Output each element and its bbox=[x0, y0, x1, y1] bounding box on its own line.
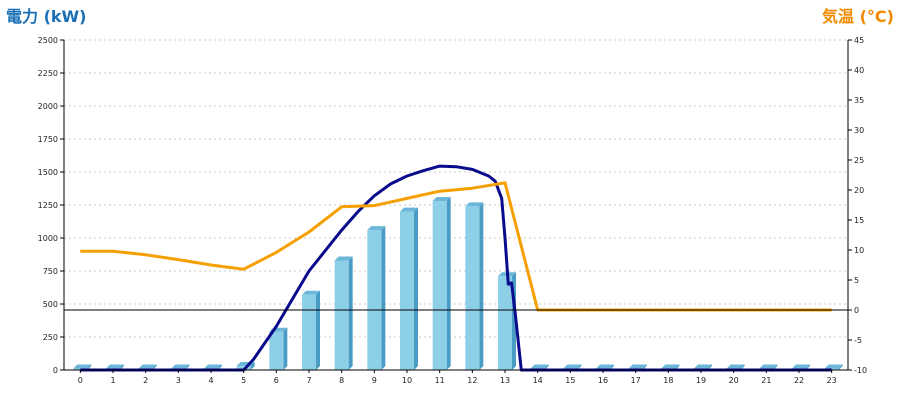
left-axis-title: 電力 (kW) bbox=[6, 7, 87, 26]
x-tick-label: 22 bbox=[794, 376, 804, 385]
right-tick-label: 35 bbox=[854, 96, 864, 105]
left-tick-label: 1250 bbox=[38, 201, 58, 210]
x-tick-label: 16 bbox=[598, 376, 608, 385]
x-tick-label: 7 bbox=[306, 376, 311, 385]
right-tick-label: 20 bbox=[854, 186, 864, 195]
right-tick-label: 30 bbox=[854, 126, 864, 135]
left-tick-label: 750 bbox=[43, 267, 58, 276]
right-tick-label: 10 bbox=[854, 246, 864, 255]
right-tick-label: -10 bbox=[854, 366, 867, 375]
bar-12 bbox=[465, 202, 484, 370]
bar-8 bbox=[334, 256, 353, 370]
x-tick-label: 18 bbox=[663, 376, 673, 385]
x-tick-label: 17 bbox=[631, 376, 641, 385]
x-tick-label: 19 bbox=[696, 376, 706, 385]
x-tick-label: 13 bbox=[500, 376, 510, 385]
left-tick-label: 250 bbox=[43, 333, 58, 342]
x-tick-label: 8 bbox=[339, 376, 344, 385]
right-tick-label: 15 bbox=[854, 216, 864, 225]
x-tick-label: 6 bbox=[274, 376, 279, 385]
right-tick-label: 45 bbox=[854, 36, 864, 45]
x-tick-label: 10 bbox=[402, 376, 412, 385]
x-tick-label: 0 bbox=[78, 376, 83, 385]
right-axis-title: 気温 (°C) bbox=[822, 7, 894, 26]
right-tick-label: 25 bbox=[854, 156, 864, 165]
left-tick-label: 2000 bbox=[38, 102, 58, 111]
bar-11 bbox=[432, 197, 451, 370]
x-tick-label: 23 bbox=[827, 376, 837, 385]
left-tick-label: 2250 bbox=[38, 69, 58, 78]
temperature-line bbox=[80, 181, 832, 312]
x-tick-label: 1 bbox=[110, 376, 115, 385]
bar-10 bbox=[400, 207, 418, 370]
x-tick-label: 20 bbox=[729, 376, 739, 385]
x-tick-label: 5 bbox=[241, 376, 246, 385]
right-tick-label: 0 bbox=[854, 306, 859, 315]
bar-6 bbox=[269, 327, 288, 370]
right-tick-label: 5 bbox=[854, 276, 859, 285]
x-tick-label: 9 bbox=[372, 376, 377, 385]
bar-9 bbox=[367, 226, 386, 370]
right-tick-label: -5 bbox=[854, 336, 862, 345]
x-tick-label: 3 bbox=[176, 376, 181, 385]
x-tick-label: 12 bbox=[467, 376, 477, 385]
x-tick-label: 4 bbox=[208, 376, 213, 385]
left-tick-label: 0 bbox=[53, 366, 58, 375]
x-tick-label: 15 bbox=[565, 376, 575, 385]
left-tick-label: 1000 bbox=[38, 234, 58, 243]
left-tick-label: 1750 bbox=[38, 135, 58, 144]
x-tick-label: 2 bbox=[143, 376, 148, 385]
left-tick-label: 2500 bbox=[38, 36, 58, 45]
x-tick-label: 21 bbox=[761, 376, 771, 385]
left-tick-label: 500 bbox=[43, 300, 58, 309]
x-tick-label: 11 bbox=[435, 376, 445, 385]
left-tick-label: 1500 bbox=[38, 168, 58, 177]
bar-7 bbox=[302, 290, 320, 370]
x-tick-label: 14 bbox=[533, 376, 543, 385]
power-line bbox=[80, 164, 832, 372]
right-tick-label: 40 bbox=[854, 66, 864, 75]
